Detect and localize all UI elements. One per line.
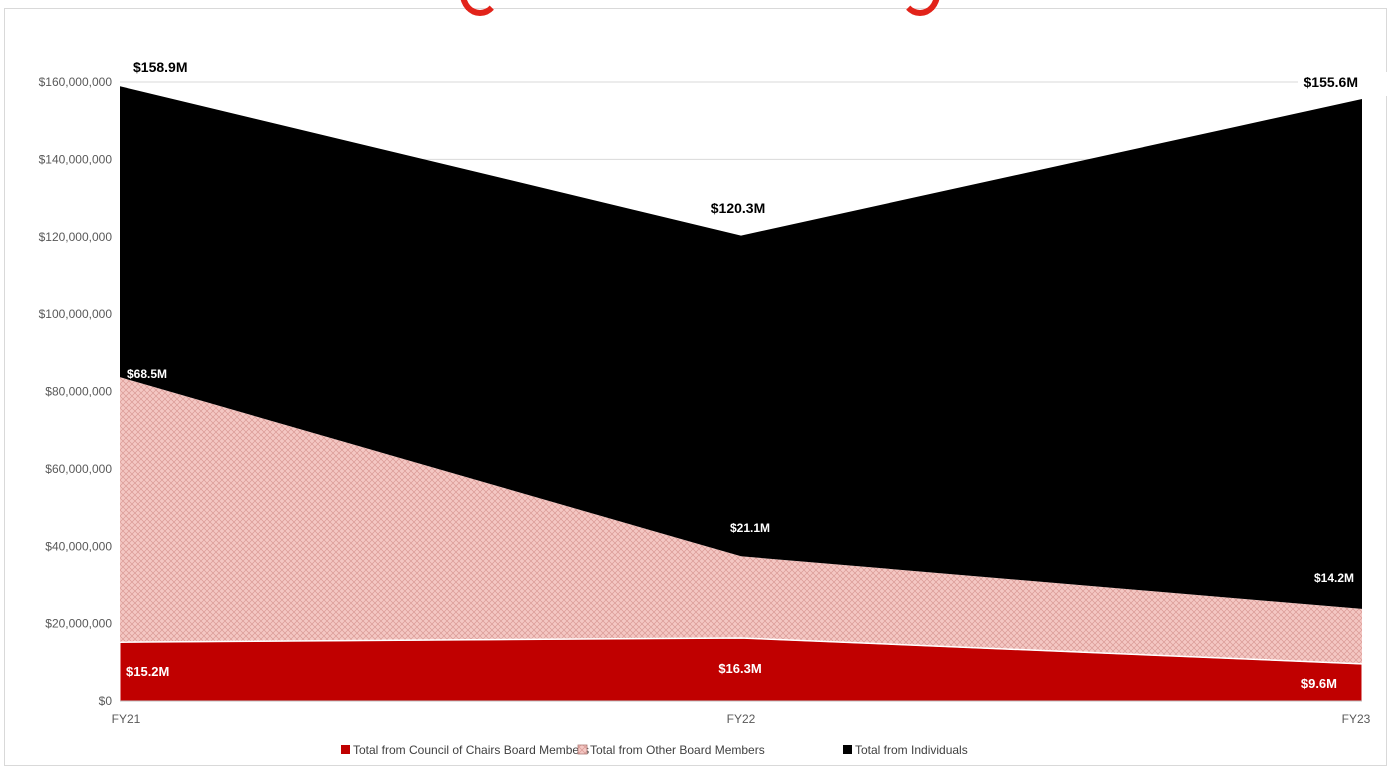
legend-label: Total from Council of Chairs Board Membe… — [353, 743, 589, 757]
legend-swatch — [843, 745, 852, 754]
y-tick-label: $40,000,000 — [45, 539, 112, 553]
data-label-council: $9.6M — [1301, 676, 1337, 691]
data-label-backing — [1298, 72, 1388, 96]
data-label-council: $16.3M — [718, 661, 761, 676]
data-label-other-board: $21.1M — [730, 521, 770, 535]
area-other-board-members — [120, 377, 1362, 664]
data-label-council: $15.2M — [126, 664, 169, 679]
data-label-total: $155.6M — [1304, 74, 1358, 90]
x-tick-label: FY22 — [727, 712, 756, 726]
data-labels: $15.2M $16.3M $9.6M $68.5M $21.1M $14.2M $158.… — [126, 57, 1388, 691]
y-tick-label: $140,000,000 — [39, 152, 113, 166]
area-series — [119, 86, 1363, 702]
data-label-total: $158.9M — [133, 59, 187, 75]
data-label-total: $120.3M — [711, 200, 765, 216]
legend-label: Total from Other Board Members — [590, 743, 765, 757]
y-tick-label: $20,000,000 — [45, 617, 112, 631]
axes: $0 $20,000,000 $40,000,000 $60,000,000 $80,0… — [39, 75, 1371, 726]
data-label-backing — [690, 199, 780, 223]
legend-swatch — [341, 745, 350, 754]
y-tick-label: $0 — [99, 694, 113, 708]
y-tick-label: $120,000,000 — [39, 230, 113, 244]
series-separator — [119, 637, 1363, 665]
legend-swatch — [577, 744, 588, 755]
x-tick-label: FY23 — [1342, 712, 1371, 726]
legend: Total from Council of Chairs Board Membe… — [341, 743, 968, 757]
y-tick-label: $80,000,000 — [45, 385, 112, 399]
area-individuals — [120, 86, 1362, 609]
x-tick-label: FY21 — [112, 712, 141, 726]
data-label-backing — [128, 57, 218, 81]
y-tick-label: $60,000,000 — [45, 462, 112, 476]
y-tick-label: $160,000,000 — [39, 75, 113, 89]
data-label-other-board: $14.2M — [1314, 571, 1354, 585]
legend-label: Total from Individuals — [855, 743, 968, 757]
data-label-other-board: $68.5M — [127, 367, 167, 381]
y-tick-label: $100,000,000 — [39, 307, 113, 321]
